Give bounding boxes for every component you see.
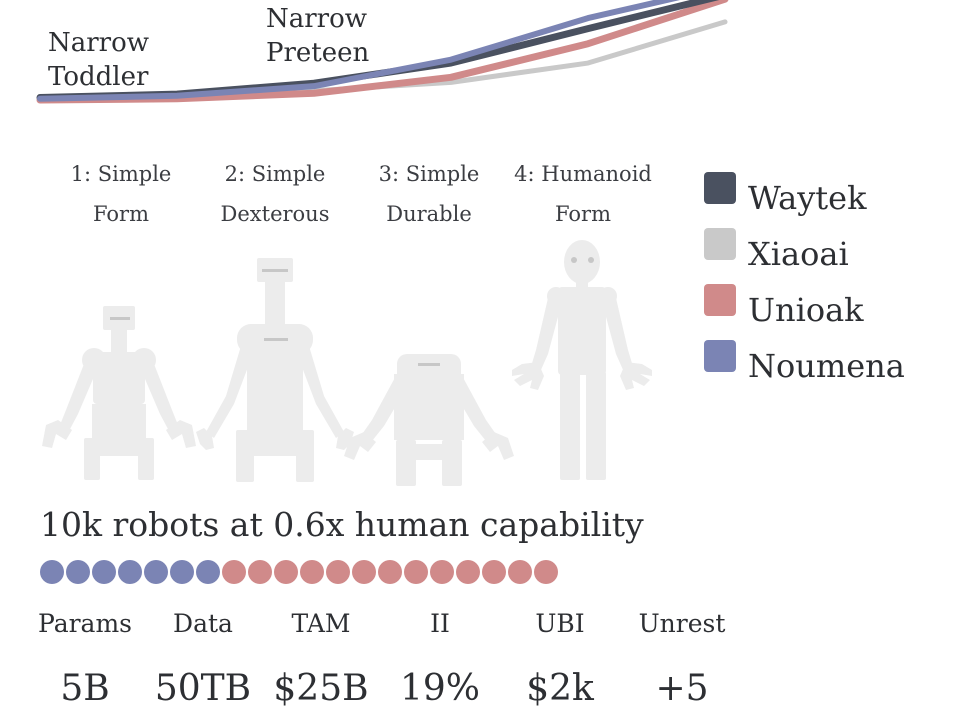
stat-params: Params 5B (25, 605, 145, 711)
growth-line-chart (36, 0, 729, 104)
robot-stage-title-2: 2: Simple Dexterous (195, 154, 355, 234)
legend-label: Xiaoai (748, 235, 849, 273)
stat-ii: II 19% (380, 605, 500, 711)
stat-label: TAM (291, 609, 351, 638)
legend-label: Noumena (748, 347, 905, 385)
stat-label: Params (38, 609, 132, 638)
robot-stage-line1: 3: Simple (378, 162, 480, 186)
robot-stage-line2: Form (554, 202, 612, 226)
robot-detail (110, 317, 130, 320)
legend-swatch (704, 228, 736, 260)
annotation-narrow-preteen: Narrow Preteen (266, 2, 369, 70)
robot-stage-line2: Durable (386, 202, 472, 226)
annotation-line: Toddler (48, 62, 149, 92)
capability-dot-unioak (534, 560, 558, 584)
capability-dot-noumena (196, 560, 220, 584)
stat-tam: TAM $25B (261, 605, 381, 711)
capability-dot-unioak (404, 560, 428, 584)
robot-stage-line2: Dexterous (220, 202, 330, 226)
stat-value: +5 (655, 668, 709, 709)
stat-ubi: UBI $2k (500, 605, 620, 711)
stat-value: $25B (273, 668, 369, 709)
legend-label: Waytek (748, 179, 867, 217)
robot-detail (418, 363, 440, 366)
series-line-noumena (37, 0, 681, 102)
stat-label: Data (173, 609, 233, 638)
capability-dot-unioak (352, 560, 376, 584)
robot-stage-line1: 4: Humanoid (514, 162, 652, 186)
stat-data: Data 50TB (143, 605, 263, 711)
capability-dot-noumena (170, 560, 194, 584)
robot-detail (264, 338, 288, 341)
capability-dot-noumena (66, 560, 90, 584)
capability-dot-unioak (456, 560, 480, 584)
stat-value: $2k (526, 668, 594, 709)
annotation-line: Narrow (48, 28, 150, 58)
robot-stage-title-1: 1: Simple Form (41, 154, 201, 234)
robot-stage-line2: Form (92, 202, 150, 226)
legend-label: Unioak (748, 291, 864, 329)
capability-dot-unioak (274, 560, 298, 584)
stat-label: II (430, 609, 450, 638)
robot-stage-title-3: 3: Simple Durable (349, 154, 509, 234)
robot-simple-form-icon (42, 306, 196, 480)
robot-simple-durable-icon (344, 354, 514, 486)
capability-dot-noumena (118, 560, 142, 584)
stat-value: 5B (60, 668, 110, 709)
legend-swatch (704, 284, 736, 316)
annotation-line: Preteen (266, 38, 370, 68)
stat-value: 50TB (154, 668, 252, 709)
capability-dot-unioak (222, 560, 246, 584)
annotation-line: Narrow (266, 4, 368, 34)
robot-illustrations (42, 240, 652, 486)
capability-dot-noumena (40, 560, 64, 584)
capability-caption: 10k robots at 0.6x human capability (40, 505, 644, 544)
capability-dot-unioak (248, 560, 272, 584)
robot-stage-line1: 1: Simple (70, 162, 172, 186)
robot-eye (571, 257, 577, 263)
stat-label: UBI (535, 609, 585, 638)
stat-label: Unrest (638, 609, 726, 638)
robot-simple-dexterous-icon (196, 258, 354, 482)
annotation-narrow-toddler: Narrow Toddler (48, 26, 149, 94)
stat-unrest: Unrest +5 (622, 605, 742, 711)
robot-detail (262, 269, 288, 272)
capability-dot-unioak (378, 560, 402, 584)
capability-dot-unioak (508, 560, 532, 584)
capability-dot-unioak (326, 560, 350, 584)
robot-humanoid-icon (512, 240, 652, 480)
legend-swatch (704, 340, 736, 372)
robot-eye (588, 257, 594, 263)
legend-swatch (704, 172, 736, 204)
robot-stage-line1: 2: Simple (224, 162, 326, 186)
capability-dot-row (40, 560, 558, 586)
capability-dot-unioak (482, 560, 506, 584)
capability-dot-unioak (430, 560, 454, 584)
robot-stage-title-4: 4: Humanoid Form (503, 154, 663, 234)
stat-value: 19% (399, 668, 480, 709)
capability-dot-noumena (92, 560, 116, 584)
capability-dot-noumena (144, 560, 168, 584)
capability-dot-unioak (300, 560, 324, 584)
